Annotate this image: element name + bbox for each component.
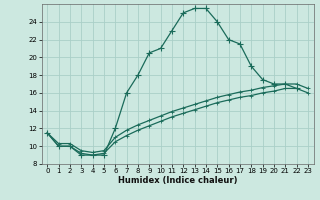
X-axis label: Humidex (Indice chaleur): Humidex (Indice chaleur) [118, 176, 237, 185]
